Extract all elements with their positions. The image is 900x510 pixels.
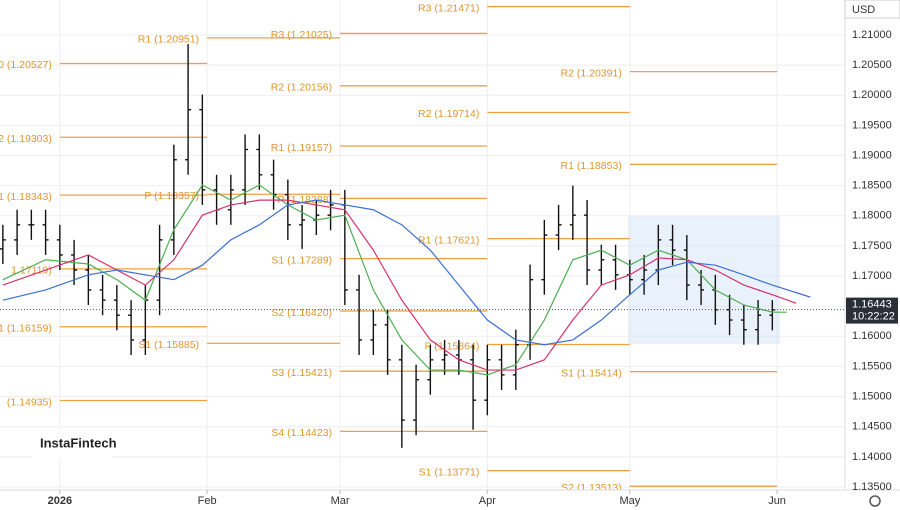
- pivot-label: R2 (1.19714): [418, 108, 479, 120]
- pivot-label: R2 (1.20156): [271, 82, 332, 94]
- x-tick-label: Jun: [768, 495, 786, 507]
- y-tick-label: 1.19500: [852, 119, 892, 131]
- y-tick-label: 1.15500: [852, 360, 892, 372]
- pivot-label: R3 (1.21471): [418, 2, 479, 14]
- pivot-label: S1 (1.17289): [271, 254, 332, 266]
- y-tick-label: 1.14500: [852, 421, 892, 433]
- y-tick-label: 1.17500: [852, 240, 892, 252]
- pivot-label: S1 (1.15885): [138, 339, 199, 351]
- watermark: InstaFintech: [40, 435, 117, 450]
- moving-average: [2, 184, 787, 376]
- watermark-box: [32, 430, 112, 458]
- pivot-label: R1 (1.20951): [138, 34, 199, 46]
- pivot-label: 1 (1.16159): [0, 323, 52, 335]
- moving-average: [2, 199, 811, 346]
- pivot-label: 2 (1.19303): [0, 133, 52, 145]
- pivot-label: S2 (1.13513): [561, 482, 622, 494]
- currency[interactable]: USD: [852, 4, 875, 16]
- y-tick-label: 1.13500: [852, 481, 892, 493]
- pivot-label: R2 (1.20391): [561, 67, 622, 79]
- last-price: 1.16443: [852, 299, 892, 311]
- pivot-label: R1 (1.17621): [418, 234, 479, 246]
- pivot-label: P (1.15864): [425, 340, 480, 352]
- pivot-label: R1 (1.19157): [271, 142, 332, 154]
- volume-profile-box: [628, 216, 780, 344]
- y-tick-label: 1.20000: [852, 89, 892, 101]
- y-tick-label: 1.14000: [852, 451, 892, 463]
- y-tick-label: 1.15000: [852, 390, 892, 402]
- pivot-label: R3 (1.21025): [271, 29, 332, 41]
- pivot-label: 0 (1.20527): [0, 59, 52, 71]
- moving-average: [2, 199, 797, 371]
- last-time: 10:22:22: [852, 311, 895, 323]
- y-tick-label: 1.20500: [852, 59, 892, 71]
- x-tick-label: May: [619, 495, 640, 507]
- last-price-box: [846, 297, 898, 324]
- y-tick-label: 1.17000: [852, 270, 892, 282]
- x-tick-label: Feb: [198, 495, 217, 507]
- pivot-label: 1 (1.18343): [0, 191, 52, 203]
- pivot-label: S3 (1.15421): [271, 367, 332, 379]
- pivot-label: S1 (1.13771): [419, 466, 480, 478]
- y-tick-label: 1.18000: [852, 210, 892, 222]
- pivot-label: P (1.18357): [144, 190, 199, 202]
- pivot-label: P (1.18288): [277, 194, 332, 206]
- plot-area: 0 (1.20527) 2 (1.19303) 1 (1.18343) 1.17119…: [0, 2, 845, 494]
- pivot-label: S1 (1.15414): [561, 367, 622, 379]
- pivot-label: S2 (1.16420): [271, 307, 332, 319]
- currency-selector[interactable]: [844, 0, 900, 19]
- pivot-label: S4 (1.14423): [271, 427, 332, 439]
- y-tick-label: 1.21000: [852, 29, 892, 41]
- y-tick-label: 1.18500: [852, 180, 892, 192]
- pivot-label: R1 (1.18853): [561, 160, 622, 172]
- pivot-label: (1.14935): [7, 396, 52, 408]
- x-tick-label: 2026: [48, 495, 72, 507]
- y-tick-label: 1.19000: [852, 149, 892, 161]
- x-tick-label: Apr: [479, 495, 496, 507]
- pivot-label: 1.17119): [11, 265, 52, 277]
- settings-button[interactable]: [869, 495, 881, 507]
- y-tick-label: 1.16000: [852, 330, 892, 342]
- x-tick-label: Mar: [331, 495, 350, 507]
